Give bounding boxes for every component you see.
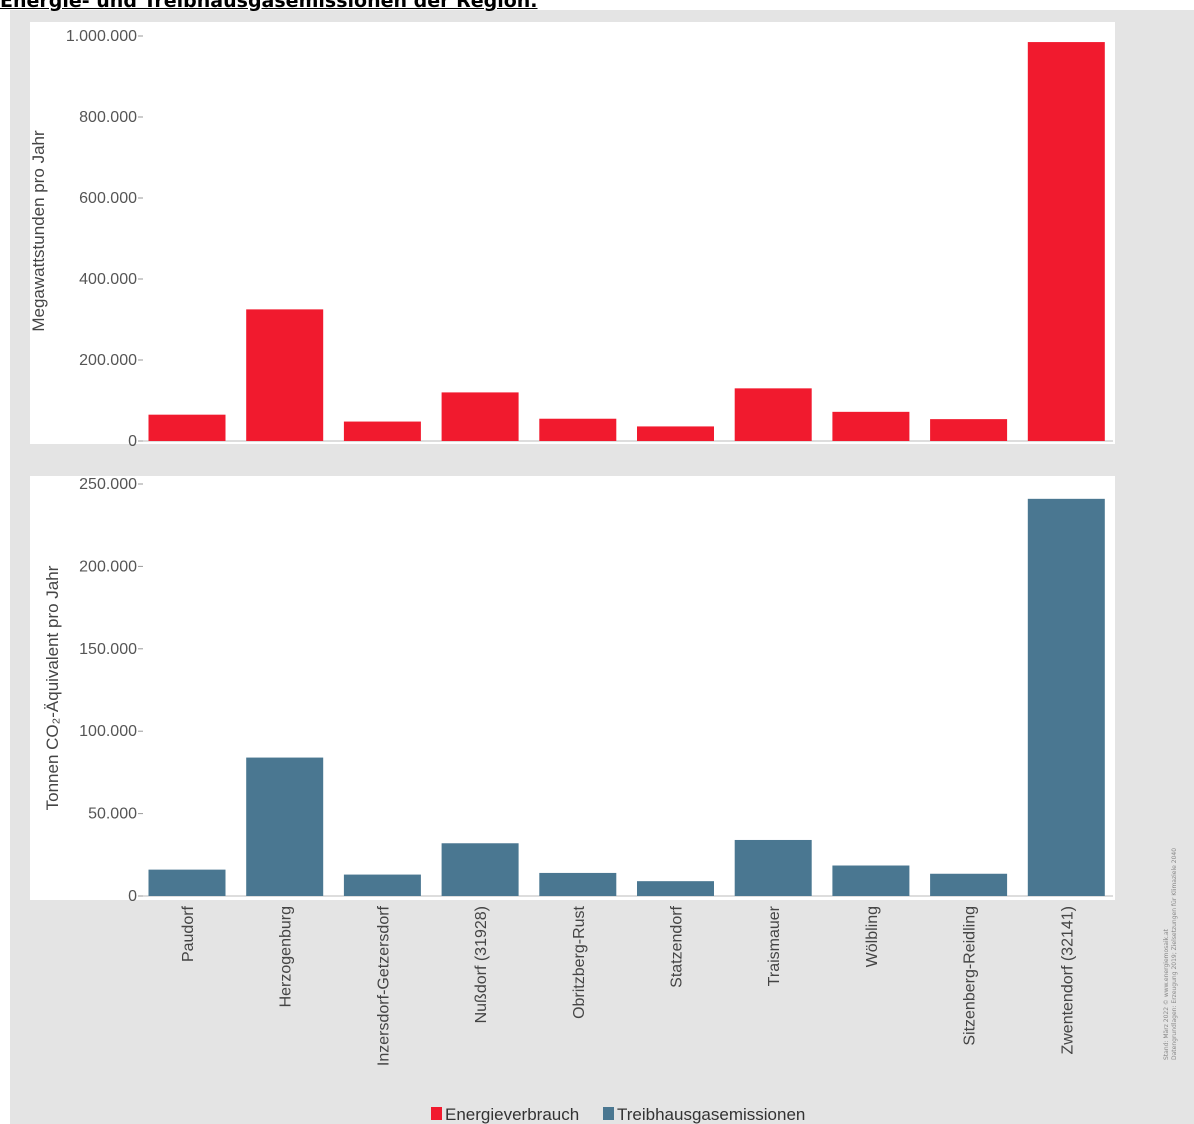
- legend-label-emissions: Treibhausgasemissionen: [617, 1105, 805, 1124]
- energy-bar: [246, 309, 324, 441]
- category-label: Obritzberg-Rust: [571, 905, 588, 1018]
- source-line-1: Stand: März 2022 © www.energiemosaik.at: [1163, 928, 1170, 1060]
- energy-bar: [1027, 42, 1105, 441]
- energy-bar: [148, 414, 226, 441]
- energy-bar: [343, 421, 421, 441]
- energy-y-tick-label: 200.000: [79, 352, 137, 369]
- energy-y-tick-label: 400.000: [79, 271, 137, 288]
- category-label: Sitzenberg-Reidling: [962, 906, 979, 1046]
- category-label: Traismauer: [766, 905, 783, 986]
- category-label: Herzogenburg: [278, 906, 295, 1007]
- bottom-panel-bg: [30, 476, 1115, 900]
- emissions-bar: [734, 839, 812, 896]
- energy-chart: 0 200.000 400.000 600.000 800.000 1.000.000: [66, 28, 1113, 450]
- energy-bar: [539, 418, 617, 441]
- emissions-y-tick-label: 0: [128, 888, 137, 905]
- emissions-bar: [246, 757, 324, 896]
- legend-label-energy: Energieverbrauch: [445, 1105, 579, 1124]
- legend: Energieverbrauch Treibhausgasemissionen: [431, 1105, 805, 1124]
- emissions-chart: 0 50.000 100.000 150.000 200.000 250.000: [79, 476, 1113, 905]
- emissions-bar: [832, 865, 910, 896]
- legend-swatch-emissions: [603, 1107, 614, 1120]
- emissions-y-tick-label: 250.000: [79, 476, 137, 493]
- emissions-y-tick-label: 200.000: [79, 558, 137, 575]
- category-label: Statzendorf: [669, 905, 686, 987]
- emissions-bar: [441, 843, 519, 896]
- page-title: Energie- und Treibhausgasemissionen der …: [0, 0, 538, 12]
- emissions-y-axis-title: Tonnen CO₂-Äquivalent pro Jahr: [43, 565, 62, 810]
- category-labels: Paudorf Herzogenburg Inzersdorf-Getzersdor…: [180, 905, 1076, 1066]
- emissions-bar: [539, 872, 617, 896]
- energy-y-tick-label: 600.000: [79, 190, 137, 207]
- energy-bar: [441, 392, 519, 441]
- source-line-2: Datengrundlagen: Erzeugung 2019; Zielset…: [1171, 848, 1178, 1060]
- emissions-bar: [930, 873, 1008, 896]
- energy-bar: [832, 411, 910, 441]
- energy-bar: [637, 426, 714, 441]
- category-label: Inzersdorf-Getzersdorf: [375, 905, 392, 1066]
- energy-y-tick-label: 0: [128, 433, 137, 450]
- emissions-bar: [637, 881, 714, 896]
- emissions-bar: [343, 874, 421, 896]
- emissions-bar: [1027, 498, 1105, 896]
- category-label: Paudorf: [180, 905, 197, 962]
- energy-bar: [734, 388, 812, 441]
- emissions-y-tick-label: 50.000: [88, 806, 137, 823]
- emissions-bar: [148, 869, 226, 896]
- top-panel-bg: [30, 22, 1115, 444]
- energy-y-tick-label: 1.000.000: [66, 28, 137, 45]
- legend-swatch-energy: [431, 1107, 442, 1120]
- emissions-y-tick-label: 150.000: [79, 641, 137, 658]
- category-label: Wölbling: [864, 906, 881, 967]
- category-label: Zwentendorf (32141): [1059, 906, 1076, 1055]
- energy-y-tick-label: 800.000: [79, 109, 137, 126]
- energy-bar: [930, 419, 1008, 441]
- energy-y-axis-title: Megawattstunden pro Jahr: [29, 130, 48, 332]
- source-note: Stand: März 2022 © www.energiemosaik.at …: [1163, 848, 1178, 1060]
- category-label: Nußdorf (31928): [473, 906, 490, 1023]
- emissions-y-tick-label: 100.000: [79, 723, 137, 740]
